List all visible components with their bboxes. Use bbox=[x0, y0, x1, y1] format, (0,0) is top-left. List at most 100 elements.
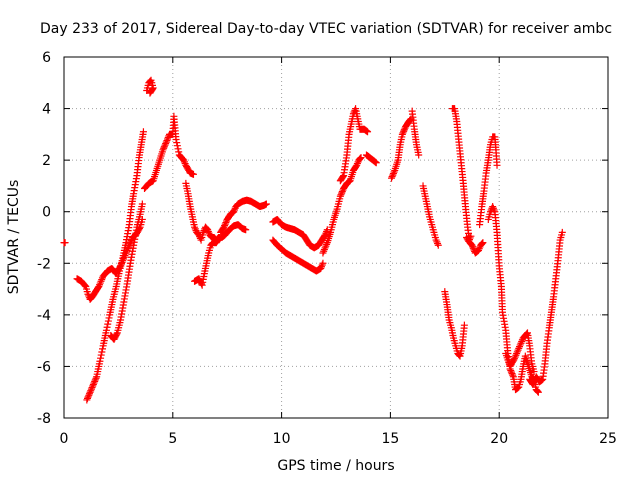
data-point bbox=[61, 239, 69, 247]
data-point bbox=[466, 234, 474, 242]
data-point bbox=[96, 357, 104, 365]
data-point bbox=[221, 220, 229, 228]
data-point bbox=[99, 345, 107, 353]
data-point bbox=[477, 240, 485, 248]
data-point bbox=[415, 151, 423, 159]
data-point bbox=[400, 127, 408, 135]
data-point bbox=[96, 279, 104, 287]
data-point bbox=[530, 368, 538, 376]
data-point bbox=[516, 341, 524, 349]
data-point bbox=[479, 239, 487, 247]
data-point bbox=[357, 154, 365, 162]
data-point bbox=[509, 371, 517, 379]
data-point bbox=[398, 130, 406, 138]
data-point bbox=[97, 277, 105, 285]
data-point bbox=[389, 171, 397, 179]
data-point bbox=[89, 380, 97, 388]
data-point bbox=[533, 386, 541, 394]
data-point bbox=[323, 240, 331, 248]
data-point bbox=[529, 380, 537, 388]
data-point bbox=[317, 264, 325, 272]
data-point bbox=[510, 356, 518, 364]
data-point bbox=[221, 222, 229, 230]
data-point bbox=[175, 148, 183, 156]
data-point bbox=[510, 355, 518, 363]
data-point bbox=[516, 343, 524, 351]
data-point bbox=[180, 158, 188, 166]
data-point bbox=[191, 225, 199, 233]
data-point bbox=[356, 154, 364, 162]
data-point bbox=[388, 173, 396, 181]
data-point bbox=[433, 238, 441, 246]
data-point bbox=[434, 240, 442, 248]
y-tick-label: -6 bbox=[37, 359, 51, 375]
x-axis-label: GPS time / hours bbox=[277, 458, 394, 474]
data-point bbox=[103, 323, 111, 331]
data-point bbox=[432, 236, 440, 244]
data-point bbox=[222, 219, 230, 227]
data-point bbox=[364, 128, 372, 136]
data-point bbox=[434, 241, 442, 249]
data-point bbox=[87, 387, 95, 395]
data-points bbox=[60, 76, 566, 404]
data-point bbox=[147, 88, 155, 96]
data-point bbox=[523, 330, 531, 338]
data-point bbox=[320, 246, 328, 254]
data-point bbox=[490, 206, 498, 214]
data-point bbox=[230, 206, 238, 214]
data-point bbox=[139, 128, 147, 136]
data-point bbox=[322, 229, 330, 237]
data-point bbox=[558, 228, 566, 236]
data-point bbox=[104, 320, 112, 328]
data-point bbox=[86, 388, 94, 396]
data-point bbox=[475, 246, 483, 254]
data-point bbox=[88, 384, 96, 392]
data-point bbox=[353, 161, 361, 169]
data-point bbox=[321, 244, 329, 252]
data-point bbox=[173, 142, 181, 150]
data-point bbox=[84, 393, 92, 401]
data-point bbox=[80, 281, 88, 289]
data-point bbox=[173, 139, 181, 147]
data-point bbox=[164, 135, 172, 143]
data-point bbox=[91, 376, 99, 384]
data-point bbox=[102, 326, 110, 334]
y-tick-label: -2 bbox=[37, 256, 51, 272]
data-point bbox=[508, 370, 516, 378]
data-point bbox=[530, 379, 538, 387]
data-point bbox=[127, 237, 135, 245]
data-point bbox=[465, 237, 473, 245]
data-point bbox=[87, 385, 95, 393]
data-point bbox=[534, 388, 542, 396]
data-point bbox=[204, 227, 212, 235]
data-point bbox=[85, 390, 93, 398]
data-point bbox=[181, 160, 189, 168]
data-point bbox=[105, 314, 113, 322]
data-point bbox=[336, 192, 344, 200]
plot-frame bbox=[63, 56, 609, 419]
data-point bbox=[469, 243, 477, 251]
data-point bbox=[514, 346, 522, 354]
data-point bbox=[493, 161, 501, 169]
data-point bbox=[465, 236, 473, 244]
data-point bbox=[515, 344, 523, 352]
data-point bbox=[372, 159, 380, 167]
data-point bbox=[389, 170, 397, 178]
data-point bbox=[512, 351, 520, 359]
data-point bbox=[90, 379, 98, 387]
data-point bbox=[220, 223, 228, 231]
data-point bbox=[97, 354, 105, 362]
data-point bbox=[125, 243, 133, 251]
chart-title: Day 233 of 2017, Sidereal Day-to-day VTE… bbox=[40, 21, 612, 37]
data-point bbox=[191, 223, 199, 231]
data-point bbox=[399, 129, 407, 137]
x-tick-label: 15 bbox=[381, 431, 399, 447]
data-point bbox=[317, 263, 325, 271]
data-point bbox=[162, 140, 170, 148]
y-tick-labels: -8 -6 -4 -2 0 2 4 6 bbox=[37, 50, 51, 427]
data-point bbox=[172, 136, 180, 144]
data-point bbox=[337, 191, 345, 199]
data-point bbox=[507, 368, 515, 376]
data-point bbox=[475, 245, 483, 253]
data-point bbox=[104, 317, 112, 325]
